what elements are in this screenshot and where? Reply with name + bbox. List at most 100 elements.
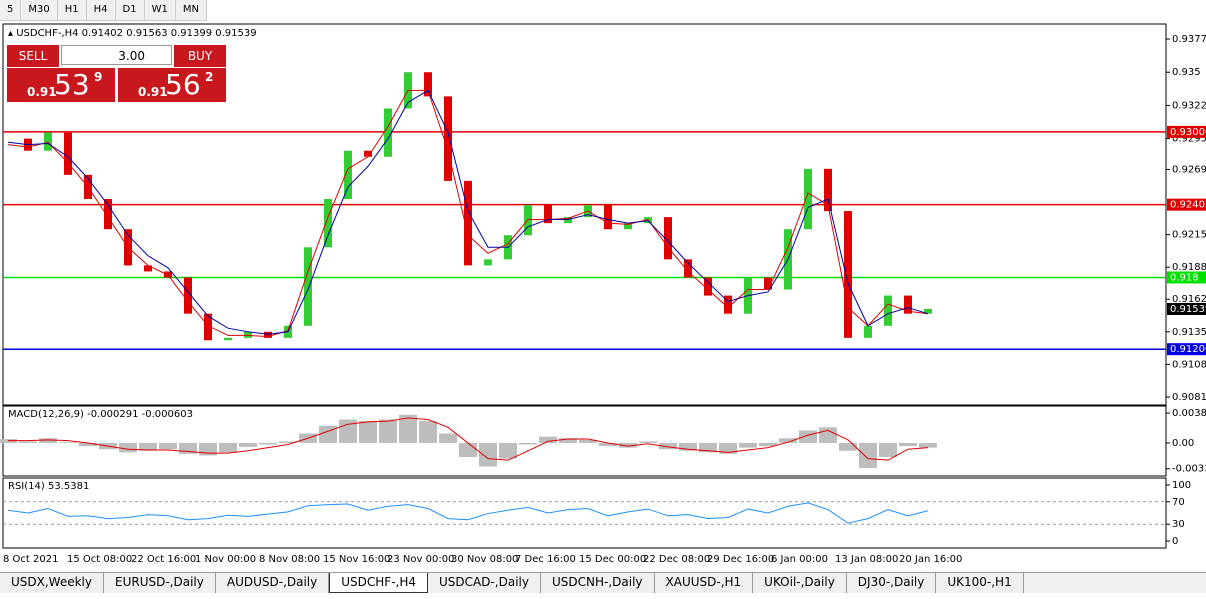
macd-bar xyxy=(499,442,517,459)
symbol-text: USDCHF-,H4 0.91402 0.91563 0.91399 0.915… xyxy=(16,28,257,39)
timeframe-button[interactable]: H4 xyxy=(87,0,116,20)
macd-bar xyxy=(219,442,237,453)
level-tag xyxy=(1167,271,1206,284)
chart: MACD(12,26,9) -0.000291 -0.000603 RSI(14… xyxy=(0,23,1206,565)
price-label: 0.91539 xyxy=(1170,304,1206,315)
symbol-tab[interactable]: USDCNH-,Daily xyxy=(541,573,655,593)
macd-bar xyxy=(39,438,57,443)
candle xyxy=(684,259,692,278)
y-tick-label: -0.0033 xyxy=(1172,464,1206,475)
level-tag xyxy=(1167,198,1206,211)
candle xyxy=(184,277,192,314)
macd-bar xyxy=(19,441,37,443)
level-tag xyxy=(1167,343,1206,356)
trade-panel: SELL 3.00 BUY 0.91 53 9 0.91 56 2 xyxy=(7,45,226,102)
macd-bar xyxy=(719,442,737,454)
macd-bar xyxy=(259,442,277,445)
candle xyxy=(724,295,732,314)
x-tick-label: 8 Nov 08:00 xyxy=(259,554,320,565)
macd-bar xyxy=(159,442,177,450)
y-tick-label: 0.92155 xyxy=(1172,230,1206,241)
macd-bar xyxy=(399,414,417,443)
symbol-tab[interactable]: UK100-,H1 xyxy=(936,573,1024,593)
y-tick-label: 0.9081 xyxy=(1172,392,1206,403)
timeframe-button[interactable]: W1 xyxy=(145,0,176,20)
macd-bar xyxy=(559,438,577,443)
x-tick-label: 22 Dec 08:00 xyxy=(643,554,710,565)
candle xyxy=(824,168,832,212)
timeframe-toolbar: 5 M30 H1 H4 D1 W1 MN xyxy=(0,0,207,21)
price-tag xyxy=(1167,302,1206,315)
symbol-tab[interactable]: DJ30-,Daily xyxy=(847,573,937,593)
sell-button[interactable]: SELL xyxy=(7,45,59,67)
timeframe-button[interactable]: MN xyxy=(176,0,207,20)
y-tick-label: 0.9108 xyxy=(1172,359,1206,370)
macd-bar xyxy=(799,430,817,443)
sell-big: 53 xyxy=(54,68,90,101)
candle xyxy=(244,331,252,338)
macd-bar xyxy=(879,442,897,458)
y-tick-label: 70 xyxy=(1172,497,1185,508)
candle xyxy=(64,132,72,175)
symbol-tab[interactable]: UKOil-,Daily xyxy=(753,573,847,593)
rsi-line xyxy=(7,502,929,524)
lot-input[interactable]: 3.00 xyxy=(61,45,172,65)
macd-bar xyxy=(59,442,77,443)
symbol-tab[interactable]: USDCAD-,Daily xyxy=(428,573,541,593)
macd-bar xyxy=(819,427,837,443)
candle xyxy=(44,132,52,151)
y-tick-label: 0.93775 xyxy=(1172,34,1206,45)
candle xyxy=(924,308,932,314)
macd-bar xyxy=(79,442,97,447)
macd-bar xyxy=(479,442,497,467)
macd-bar xyxy=(679,442,697,451)
macd-bar xyxy=(919,442,937,448)
buy-button[interactable]: BUY xyxy=(174,45,226,67)
macd-bar xyxy=(459,442,477,458)
x-tick-label: 15 Dec 00:00 xyxy=(579,554,646,565)
symbol-tab[interactable]: USDCHF-,H4 xyxy=(329,573,428,593)
macd-bar xyxy=(439,433,457,443)
timeframe-button[interactable]: D1 xyxy=(116,0,145,20)
rsi-title: RSI(14) 53.5381 xyxy=(8,481,89,492)
candle xyxy=(544,205,552,224)
x-tick-label: 15 Oct 08:00 xyxy=(67,554,132,565)
timeframe-button[interactable]: M30 xyxy=(21,0,58,20)
candle xyxy=(804,168,812,230)
symbol-info: ▴ USDCHF-,H4 0.91402 0.91563 0.91399 0.9… xyxy=(8,28,257,39)
symbol-tab[interactable]: EURUSD-,Daily xyxy=(104,573,216,593)
macd-bar xyxy=(359,421,377,443)
candle xyxy=(424,72,432,97)
macd-bar xyxy=(139,442,157,451)
macd-bar xyxy=(759,442,777,447)
y-tick-label: 0 xyxy=(1172,536,1178,547)
buy-price[interactable]: 0.91 56 2 xyxy=(118,68,226,102)
ma-line xyxy=(7,89,929,335)
x-tick-label: 30 Nov 08:00 xyxy=(451,554,518,565)
candle xyxy=(764,277,772,290)
symbol-tab[interactable]: AUDUSD-,Daily xyxy=(216,573,330,593)
candle xyxy=(664,217,672,260)
macd-bar xyxy=(119,442,137,453)
buy-pip: 2 xyxy=(205,70,214,84)
y-tick-label: 0.00382 xyxy=(1172,408,1206,419)
macd-bar xyxy=(859,442,877,468)
y-tick-label: 0.00 xyxy=(1172,438,1194,449)
level-label: 0.918 xyxy=(1170,272,1199,283)
macd-bar xyxy=(419,421,437,443)
symbol-tab[interactable]: USDX,Weekly xyxy=(0,573,104,593)
candle xyxy=(104,199,112,230)
timeframe-button[interactable]: H1 xyxy=(58,0,87,20)
level-label: 0.93006 xyxy=(1170,127,1206,138)
timeframe-button[interactable]: 5 xyxy=(0,0,22,20)
price-panel xyxy=(2,23,1167,406)
y-tick-label: 0.9162 xyxy=(1172,294,1206,305)
candle xyxy=(624,223,632,230)
macd-bar xyxy=(599,442,617,447)
macd-bar xyxy=(659,442,677,450)
sell-price[interactable]: 0.91 53 9 xyxy=(7,68,115,102)
x-tick-label: 29 Dec 16:00 xyxy=(707,554,774,565)
y-tick-label: 0.93225 xyxy=(1172,100,1206,111)
symbol-tab[interactable]: XAUUSD-,H1 xyxy=(655,573,754,593)
